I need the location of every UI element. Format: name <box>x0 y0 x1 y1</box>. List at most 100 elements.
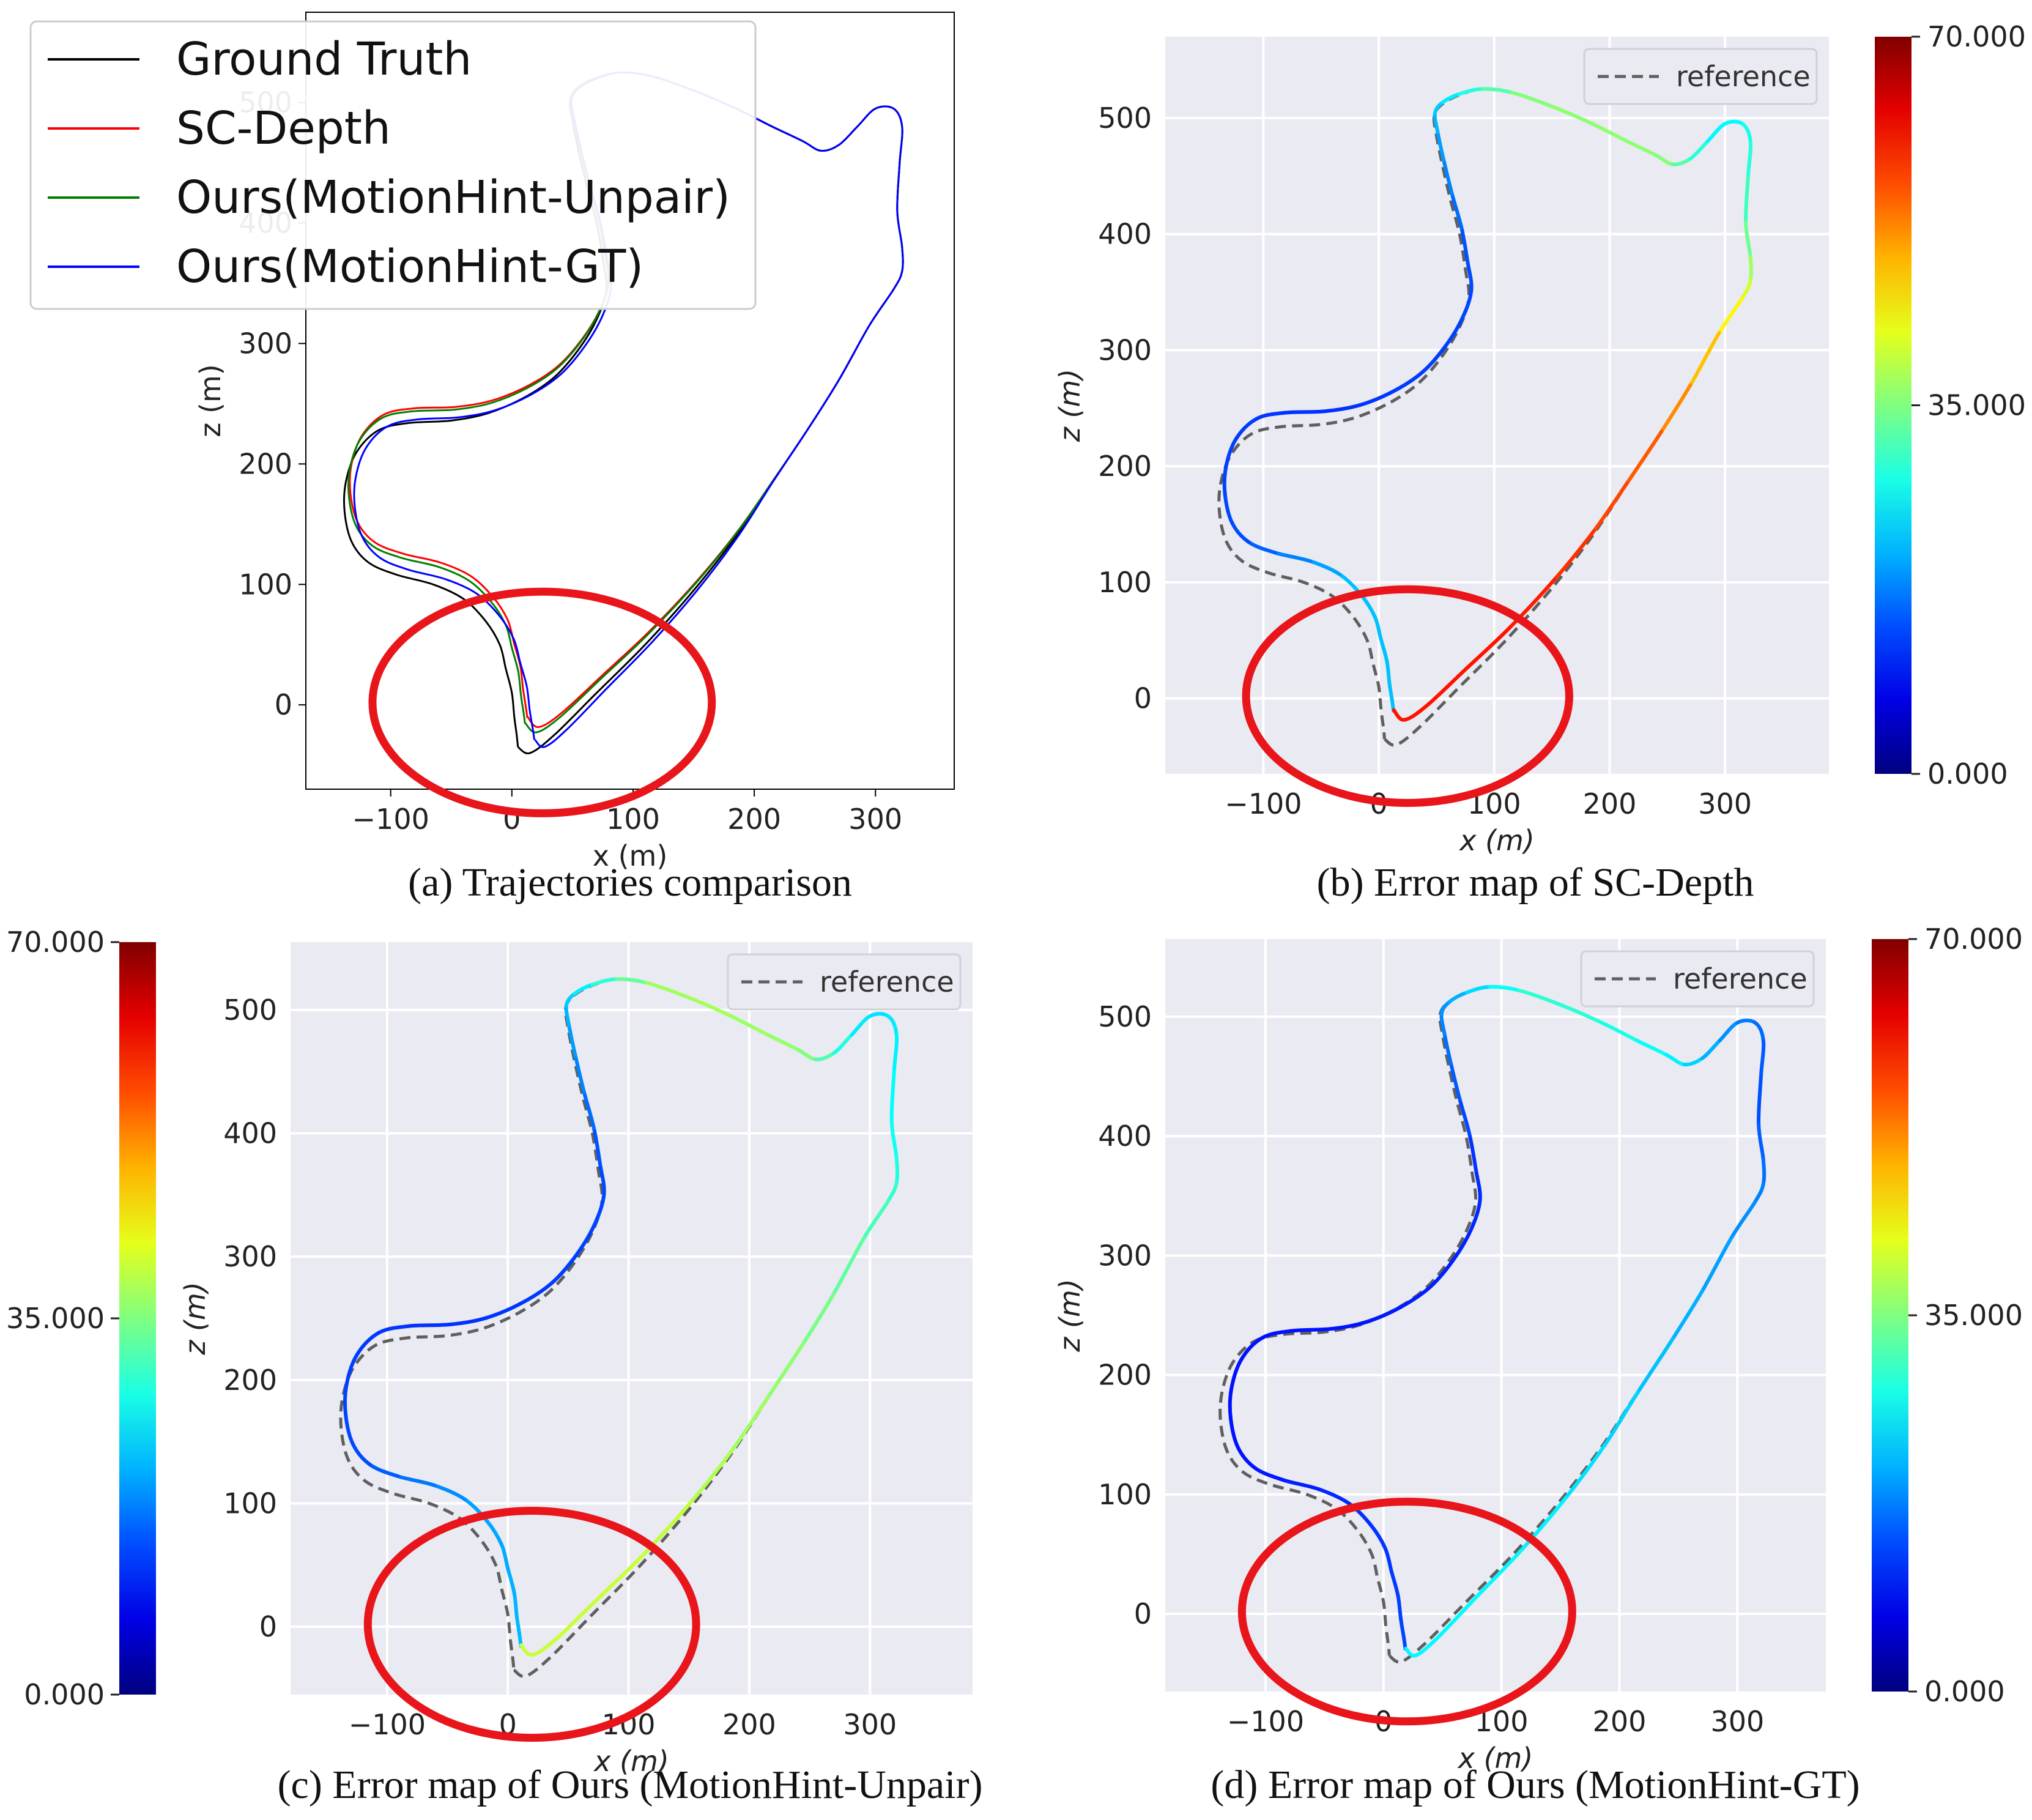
estimate-segment <box>448 1316 489 1326</box>
y-tick-label: 200 <box>1098 450 1152 483</box>
estimate-segment <box>1383 1546 1394 1574</box>
estimate-segment <box>344 1413 355 1447</box>
estimate-segment <box>574 1222 596 1257</box>
estimate-segment <box>1247 540 1278 555</box>
estimate-segment <box>343 1382 349 1416</box>
estimate-segment <box>1230 521 1251 544</box>
estimate-segment <box>598 1162 606 1197</box>
y-tick-label: 300 <box>223 1240 277 1273</box>
estimate-segment <box>1480 87 1514 95</box>
estimate-segment <box>1559 1003 1604 1025</box>
x-axis-label: x (m) <box>593 839 668 872</box>
estimate-segment <box>1234 417 1259 441</box>
x-tick-label: 200 <box>722 1708 776 1741</box>
highlight-circle <box>1242 585 1573 807</box>
estimate-segment <box>1365 1304 1404 1324</box>
legend-box <box>1580 950 1815 1008</box>
y-tick-label: 100 <box>1098 1478 1152 1511</box>
estimate-segment <box>1474 1168 1482 1202</box>
estimate-segment <box>801 1291 836 1345</box>
estimate-segment <box>729 1014 769 1037</box>
y-axis-label: z (m) <box>1053 369 1086 442</box>
colorbar <box>119 942 156 1695</box>
estimate-segment <box>1759 1039 1766 1079</box>
estimate-segment <box>1442 158 1454 196</box>
estimate-segment <box>1390 1570 1400 1598</box>
estimate-segment <box>1400 1284 1433 1309</box>
estimate-segment <box>1467 1132 1478 1172</box>
estimate-segment <box>1429 1257 1456 1288</box>
estimate-segment <box>1744 174 1750 225</box>
y-tick-label: 400 <box>1098 1120 1152 1153</box>
x-tick-label: 200 <box>1583 787 1637 820</box>
estimate-segment <box>1603 1391 1640 1447</box>
estimate-segment <box>1517 989 1563 1007</box>
estimate-segment <box>1229 1357 1244 1391</box>
estimate-segment <box>1443 316 1464 348</box>
y-tick-label: 200 <box>239 447 292 480</box>
estimate-segment <box>1323 403 1362 414</box>
estimate-segment <box>1396 1594 1403 1621</box>
estimate-segment <box>1625 139 1658 157</box>
legend-label: reference <box>1676 60 1811 93</box>
estimate-segment <box>730 1395 769 1452</box>
estimate-segment <box>1404 1646 1417 1658</box>
estimate-segment <box>1469 1198 1482 1231</box>
y-tick-label: 100 <box>223 1487 277 1520</box>
estimate-segment <box>1255 410 1287 421</box>
estimate-segment <box>432 1484 467 1502</box>
estimate-segment <box>1452 1227 1473 1261</box>
estimate-segment <box>1420 344 1447 374</box>
highlight-circle <box>363 1507 700 1742</box>
estimate-segment <box>1379 637 1389 663</box>
estimate-segment <box>614 977 649 985</box>
colorbar-label: 0.000 <box>24 1678 105 1711</box>
estimate-segment <box>1222 465 1228 497</box>
x-tick-label: −100 <box>1225 787 1302 820</box>
estimate-segment <box>355 1331 381 1356</box>
estimate-segment <box>1436 130 1446 162</box>
caption-a: (a) Trajectories comparison <box>408 860 852 905</box>
estimate-segment <box>1317 1487 1351 1506</box>
estimate-segment <box>407 1322 453 1328</box>
estimate-segment <box>1260 1329 1293 1340</box>
estimate-segment <box>1448 1061 1462 1101</box>
estimate-segment <box>889 1069 896 1123</box>
estimate-segment <box>1392 370 1425 393</box>
colorbar-label: 70.000 <box>6 926 105 959</box>
estimate-segment <box>573 1053 586 1094</box>
estimate-segment <box>1550 104 1595 126</box>
estimate-segment <box>1700 1236 1734 1293</box>
estimate-segment <box>1228 1387 1234 1421</box>
estimate-segment <box>645 981 691 1000</box>
estimate-segment <box>500 1543 510 1571</box>
estimate-segment <box>1636 1337 1675 1395</box>
y-axis-label: z (m) <box>1053 1279 1086 1352</box>
estimate-segment <box>582 1090 596 1130</box>
legend-label: Ours(MotionHint-Unpair) <box>176 171 730 224</box>
plot-lines <box>339 977 900 1678</box>
estimate-segment <box>1373 615 1383 641</box>
estimate-segment <box>889 1119 899 1160</box>
estimate-segment <box>1458 1097 1472 1137</box>
estimate-segment <box>886 1181 899 1203</box>
y-tick-label: 100 <box>239 568 292 601</box>
estimate-segment <box>1659 383 1693 434</box>
estimate-segment <box>1459 226 1470 264</box>
estimate-segment <box>1434 1595 1478 1641</box>
x-tick-label: −100 <box>1227 1705 1304 1738</box>
estimate-segment <box>1330 1320 1369 1331</box>
estimate-segment <box>1757 1074 1763 1126</box>
estimate-segment <box>832 1033 854 1055</box>
estimate-segment <box>1463 625 1512 672</box>
x-tick-label: 300 <box>848 803 902 836</box>
y-tick-label: 500 <box>1098 102 1152 135</box>
estimate-segment <box>595 1552 646 1602</box>
legend-box <box>29 20 757 310</box>
x-axis-label: x (m) <box>1457 1742 1533 1775</box>
estimate-segment <box>1229 1416 1240 1450</box>
estimate-segment <box>553 1598 599 1642</box>
